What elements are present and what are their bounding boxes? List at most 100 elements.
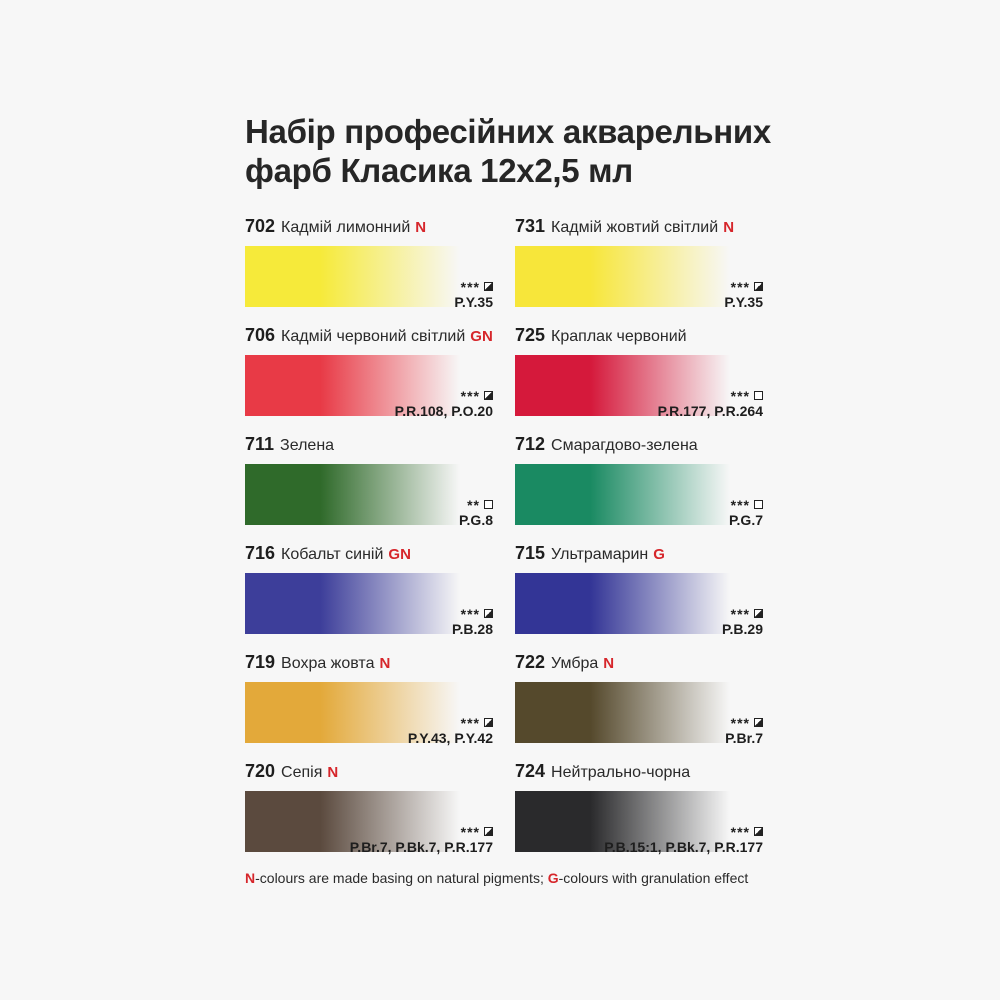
paint-swatch: *** P.R.108, P.O.20 (245, 355, 495, 419)
paint-label: 725 Краплак червоний (515, 321, 765, 349)
paint-label: 724 Нейтрально-чорна (515, 757, 765, 785)
lightfastness-icon (484, 391, 493, 400)
paint-meta: *** P.Y.35 (454, 280, 493, 310)
paint-name: Сепія (281, 764, 323, 781)
paint-label: 722 Умбра N (515, 648, 765, 676)
paint-swatch: *** P.B.15:1, P.Bk.7, P.R.177 (515, 791, 765, 855)
lightfastness-icon (754, 282, 763, 291)
paint-meta: *** P.B.15:1, P.Bk.7, P.R.177 (604, 825, 763, 855)
paint-pigments: P.Y.43, P.Y.42 (407, 730, 493, 746)
paint-code: 712 (515, 434, 546, 454)
paint-code: 702 (245, 216, 276, 236)
paint-meta: *** P.Br.7, P.Bk.7, P.R.177 (350, 825, 493, 855)
paint-pigments: P.B.29 (722, 621, 763, 637)
paint-code: 720 (245, 761, 276, 781)
paint-label: 702 Кадмій лимонний N (245, 212, 495, 240)
paint-name: Вохра жовта (281, 655, 375, 672)
page-title: Набір професійних акварельних фарб Класи… (245, 112, 805, 190)
paint-pigments: P.Y.35 (724, 294, 763, 310)
paint-name: Нейтрально-чорна (551, 764, 691, 781)
paint-item: 711 Зелена ** P.G.8 (245, 430, 495, 528)
paint-label: 712 Смарагдово-зелена (515, 430, 765, 458)
paint-name: Кадмій лимонний (281, 219, 411, 236)
paint-rating: *** (658, 389, 763, 404)
paint-item: 706 Кадмій червоний світлий GN *** P.R.108, … (245, 321, 495, 419)
paint-item: 716 Кобальт синій GN *** P.B.28 (245, 539, 495, 637)
paint-item: 712 Смарагдово-зелена *** P.G.7 (515, 430, 765, 528)
lightfastness-icon (754, 827, 763, 836)
paint-pigments: P.B.15:1, P.Bk.7, P.R.177 (604, 839, 763, 855)
rating-stars: *** (730, 388, 750, 404)
paint-rating: *** (725, 716, 763, 731)
footnote-g-letter: G (547, 870, 559, 886)
swatch-fill (515, 682, 730, 743)
paint-code: 715 (515, 543, 546, 563)
paint-pigments: P.G.7 (729, 512, 763, 528)
footnote-n-text: -colours are made basing on natural pigm… (255, 870, 548, 886)
paint-meta: *** P.R.177, P.R.264 (658, 389, 763, 419)
title-line-1: Набір професійних акварельних (245, 113, 771, 150)
rating-stars: *** (730, 497, 750, 513)
paint-item: 702 Кадмій лимонний N *** P.Y.35 (245, 212, 495, 310)
paint-swatch: *** P.Y.35 (515, 246, 765, 310)
paint-name: Смарагдово-зелена (551, 437, 698, 454)
footnote-g-text: -colours with granulation effect (558, 870, 749, 886)
footnote: N-colours are made basing on natural pig… (245, 870, 748, 886)
rating-stars: *** (730, 279, 750, 295)
paint-item: 731 Кадмій жовтий світлий N *** P.Y.35 (515, 212, 765, 310)
rating-stars: *** (460, 824, 480, 840)
rating-stars: ** (467, 497, 480, 513)
lightfastness-icon (484, 282, 493, 291)
swatch-fill (515, 246, 730, 307)
paint-swatch: *** P.R.177, P.R.264 (515, 355, 765, 419)
lightfastness-icon (484, 500, 493, 509)
paint-grid: 702 Кадмій лимонний N *** P.Y.35 731 Кадмій ж… (245, 212, 765, 855)
swatch-fill (245, 682, 460, 743)
paint-code: 719 (245, 652, 276, 672)
paint-item: 720 Сепія N *** P.Br.7, P.Bk.7, P.R.177 (245, 757, 495, 855)
swatch-fill (245, 573, 460, 634)
paint-name: Кадмій червоний світлий (281, 328, 466, 345)
swatch-fill (515, 355, 730, 416)
paint-rating: ** (459, 498, 493, 513)
paint-code: 725 (515, 325, 546, 345)
rating-stars: *** (730, 715, 750, 731)
paint-code: 706 (245, 325, 276, 345)
rating-stars: *** (460, 606, 480, 622)
paint-meta: *** P.Y.35 (724, 280, 763, 310)
rating-stars: *** (460, 715, 480, 731)
paint-meta: *** P.G.7 (729, 498, 763, 528)
paint-flag: G (653, 546, 665, 563)
paint-flag: N (415, 219, 427, 236)
paint-item: 715 Ультрамарин G *** P.B.29 (515, 539, 765, 637)
paint-flag: N (327, 764, 339, 781)
paint-meta: *** P.Br.7 (725, 716, 763, 746)
paint-item: 724 Нейтрально-чорна *** P.B.15:1, P.Bk.7, … (515, 757, 765, 855)
paint-rating: *** (350, 825, 493, 840)
paint-pigments: P.B.28 (452, 621, 493, 637)
swatch-fill (515, 464, 730, 525)
lightfastness-icon (484, 718, 493, 727)
paint-item: 719 Вохра жовта N *** P.Y.43, P.Y.42 (245, 648, 495, 746)
paint-meta: *** P.Y.43, P.Y.42 (408, 716, 493, 746)
paint-pigments: P.Br.7 (725, 730, 763, 746)
paint-pigments: P.R.108, P.O.20 (394, 403, 493, 419)
paint-label: 715 Ультрамарин G (515, 539, 765, 567)
lightfastness-icon (754, 500, 763, 509)
paint-pigments: P.Br.7, P.Bk.7, P.R.177 (349, 839, 493, 855)
lightfastness-icon (484, 827, 493, 836)
paint-rating: *** (395, 389, 493, 404)
lightfastness-icon (754, 391, 763, 400)
lightfastness-icon (754, 718, 763, 727)
paint-swatch: *** P.Br.7, P.Bk.7, P.R.177 (245, 791, 495, 855)
lightfastness-icon (484, 609, 493, 618)
paint-rating: *** (604, 825, 763, 840)
paint-swatch: *** P.B.29 (515, 573, 765, 637)
paint-swatch: *** P.Br.7 (515, 682, 765, 746)
swatch-fill (515, 791, 730, 852)
rating-stars: *** (460, 279, 480, 295)
paint-name: Зелена (280, 437, 335, 454)
swatch-fill (245, 464, 460, 525)
paint-meta: *** P.B.28 (452, 607, 493, 637)
paint-name: Краплак червоний (551, 328, 687, 345)
